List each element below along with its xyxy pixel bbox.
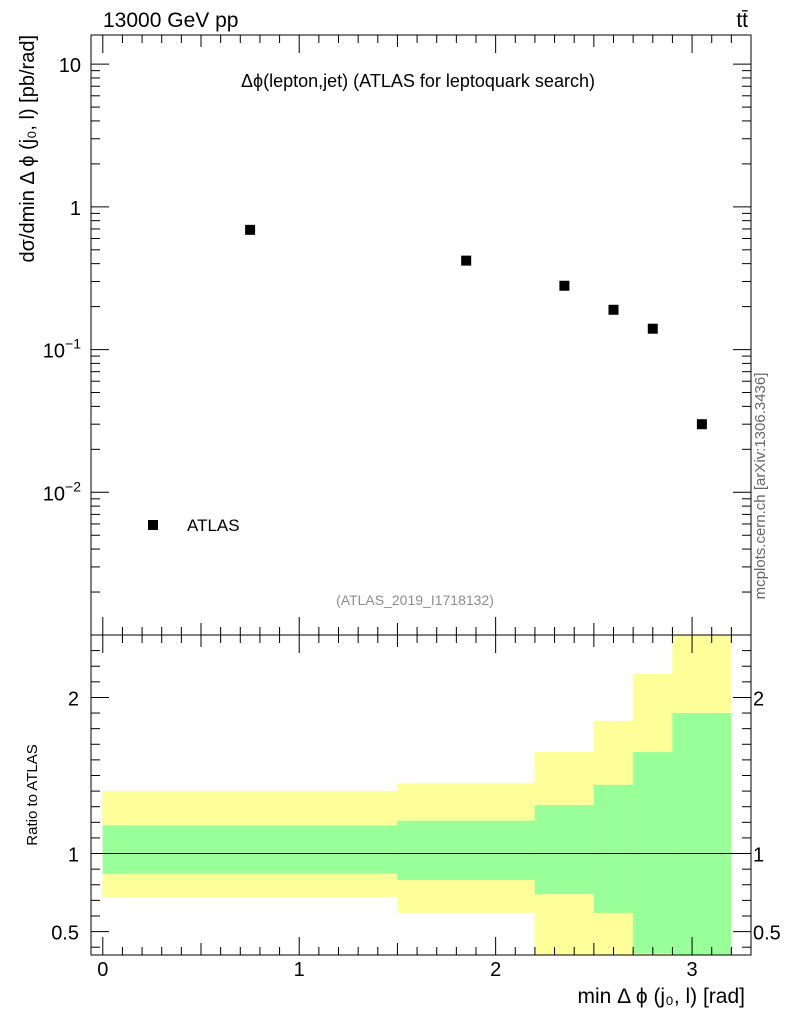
data-markers: [245, 224, 707, 430]
legend-label: ATLAS: [187, 516, 240, 535]
x-tick-label: 3: [687, 959, 698, 981]
plot-title: Δϕ(lepton,jet) (ATLAS for leptoquark sea…: [241, 71, 595, 91]
green-band-bin-4: [633, 752, 673, 954]
y-tick-label: 10−1: [43, 336, 81, 363]
ratio-bands: [102, 635, 732, 955]
ratio-y-tick-label-right: 2: [753, 688, 764, 710]
data-point: [608, 304, 619, 315]
data-point: [461, 255, 472, 266]
data-point: [245, 224, 256, 235]
green-band-bin-1: [397, 820, 535, 881]
ratio-y-tick-label-left: 1: [68, 845, 79, 867]
axis-ticks: [91, 35, 752, 955]
ratio-y-tick-labels: 0.5 0.5 1 1 2 2: [51, 688, 781, 944]
green-band-bin-0: [102, 825, 398, 874]
ratio-y-tick-label-left: 2: [68, 688, 79, 710]
data-point: [696, 419, 707, 430]
green-band-bin-3: [593, 784, 634, 913]
x-axis-label: min Δ ϕ (j₀, l) [rad]: [577, 985, 745, 1008]
ratio-y-axis-label: Ratio to ATLAS: [24, 744, 41, 845]
y-tick-label: 1: [70, 198, 81, 220]
x-tick-labels: 0 1 2 3: [97, 959, 697, 981]
x-tick-label: 2: [490, 959, 501, 981]
legend-marker: [148, 520, 158, 530]
green-band-bin-2: [534, 805, 594, 895]
process-label: tt̄: [736, 9, 748, 32]
y-tick-label: 10: [59, 55, 81, 77]
ratio-y-tick-label-left: 0.5: [51, 923, 79, 945]
energy-label: 13000 GeV pp: [103, 9, 238, 32]
analysis-id: (ATLAS_2019_I1718132): [336, 592, 494, 608]
ratio-y-tick-label-right: 0.5: [753, 923, 781, 945]
data-point: [647, 323, 658, 334]
main-plot-frame: [90, 34, 752, 636]
data-point: [559, 280, 570, 291]
x-tick-label: 0: [97, 959, 108, 981]
main-y-axis-label: dσ/dmin Δ ϕ (j₀, l) [pb/rad]: [17, 35, 39, 263]
y-tick-label: 10−2: [43, 478, 81, 505]
y-tick-labels: 10−2 10−1 1 10: [43, 55, 81, 505]
green-band-bin-5: [672, 713, 732, 955]
ratio-y-tick-label-right: 1: [753, 845, 764, 867]
x-tick-label: 1: [294, 959, 305, 981]
ratio-plot-frame: [90, 634, 752, 956]
side-credit: mcplots.cern.ch [arXiv:1306.3436]: [752, 373, 769, 600]
